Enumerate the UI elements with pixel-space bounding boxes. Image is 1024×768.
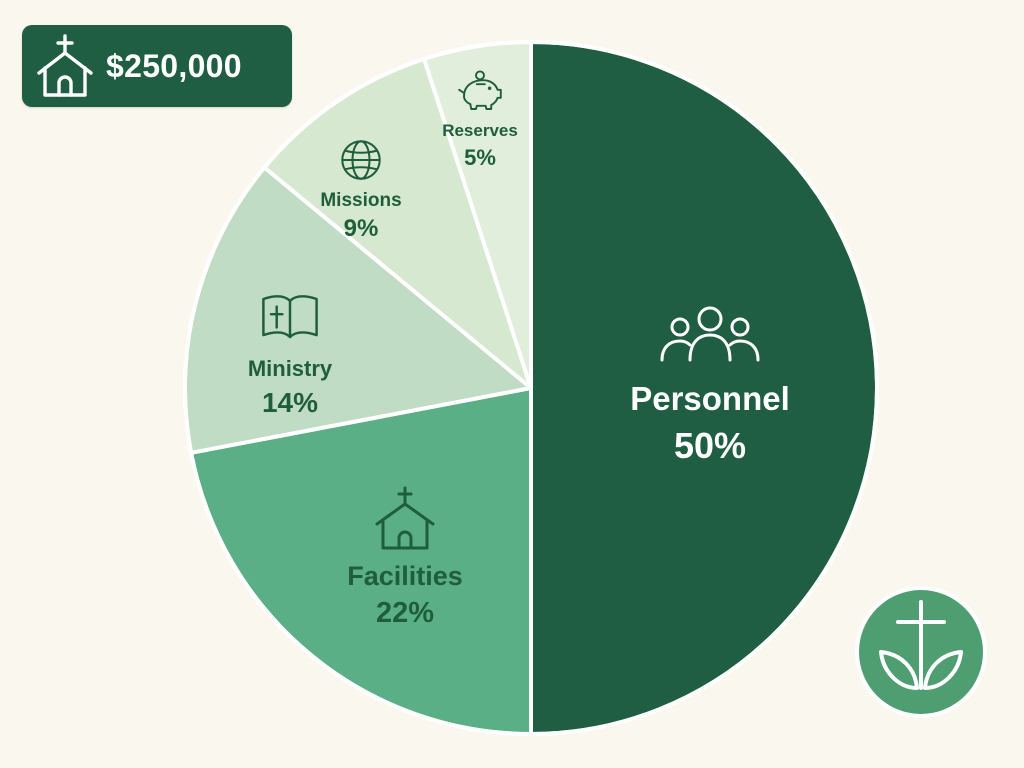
slice-label-reserves: Reserves — [442, 121, 518, 140]
slice-value-personnel: 50% — [674, 425, 746, 466]
pie-slices — [183, 40, 879, 736]
slice-label-facilities: Facilities — [347, 561, 463, 591]
piggy-bank-icon — [458, 70, 502, 110]
slice-value-ministry: 14% — [262, 387, 318, 418]
pie-outline — [183, 40, 879, 736]
bible-icon — [262, 295, 318, 339]
slice-label-missions: Missions — [320, 190, 401, 211]
total-budget-badge: $250,000 — [22, 25, 292, 107]
pie-labels: Personnel 50% Facilities 22% Ministry 14% — [248, 70, 790, 629]
globe-icon — [341, 140, 381, 180]
slice-value-reserves: 5% — [464, 145, 496, 170]
slice-value-missions: 9% — [344, 215, 379, 242]
slice-label-ministry: Ministry — [248, 356, 333, 381]
church-icon — [34, 31, 96, 101]
total-budget-amount: $250,000 — [106, 47, 242, 84]
slice-value-facilities: 22% — [376, 597, 434, 629]
church-icon — [375, 486, 435, 550]
people-icon — [660, 306, 760, 362]
cross-leaves-logo-icon — [853, 584, 989, 720]
slice-label-personnel: Personnel — [630, 380, 790, 417]
